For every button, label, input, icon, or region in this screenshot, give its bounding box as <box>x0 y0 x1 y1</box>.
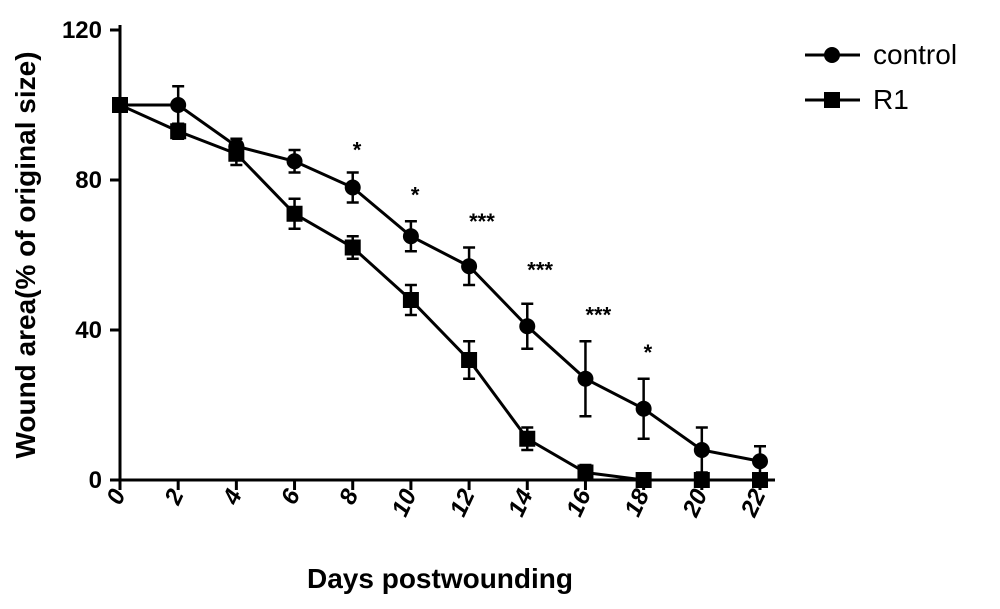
marker-square <box>170 123 186 139</box>
marker-square <box>228 146 244 162</box>
wound-area-chart: 0 40 80 120 0 2 4 6 8 10 12 14 16 18 20 22 Wound area(% … <box>0 0 1000 609</box>
marker-circle <box>519 318 535 334</box>
x-tick-label: 16 <box>561 485 597 521</box>
marker-circle <box>345 180 361 196</box>
marker-square <box>636 472 652 488</box>
legend-label: control <box>873 39 957 70</box>
x-tick-label: 18 <box>619 485 655 521</box>
x-tick-label: 10 <box>387 485 423 521</box>
marker-circle <box>694 442 710 458</box>
x-tick-label: 0 <box>101 485 131 509</box>
significance-label: *** <box>469 209 495 234</box>
marker-square <box>112 97 128 113</box>
x-axis-title: Days postwounding <box>307 563 573 594</box>
marker-circle <box>170 97 186 113</box>
legend-marker-square <box>824 92 840 108</box>
marker-circle <box>287 153 303 169</box>
x-tick-label: 20 <box>677 485 713 522</box>
y-tick-label: 40 <box>75 317 102 344</box>
marker-square <box>577 465 593 481</box>
marker-square <box>519 431 535 447</box>
legend: control R1 <box>805 39 957 115</box>
x-tick-label: 14 <box>503 485 539 521</box>
marker-circle <box>752 453 768 469</box>
significance-label: * <box>353 138 362 163</box>
legend-marker-circle <box>824 47 840 63</box>
y-tick-label: 0 <box>89 467 102 494</box>
significance-label: * <box>411 183 420 208</box>
x-tick-label: 6 <box>276 485 306 509</box>
y-tick-label: 80 <box>75 167 102 194</box>
significance-label: *** <box>585 303 611 328</box>
marker-square <box>461 352 477 368</box>
significance-label: *** <box>527 258 553 283</box>
x-tick-label: 4 <box>217 485 248 509</box>
marker-circle <box>403 228 419 244</box>
marker-circle <box>636 401 652 417</box>
y-axis-title: Wound area(% of original size) <box>10 51 41 458</box>
x-tick-label: 12 <box>445 485 481 521</box>
marker-square <box>752 472 768 488</box>
marker-circle <box>577 371 593 387</box>
y-tick-label: 120 <box>62 17 102 44</box>
marker-square <box>345 240 361 256</box>
x-tick-label: 22 <box>735 485 771 522</box>
legend-label: R1 <box>873 84 909 115</box>
series-line-control <box>120 105 760 461</box>
chart-container: 0 40 80 120 0 2 4 6 8 10 12 14 16 18 20 22 Wound area(% … <box>0 0 1000 609</box>
marker-square <box>287 206 303 222</box>
marker-circle <box>461 258 477 274</box>
marker-square <box>403 292 419 308</box>
significance-label: * <box>644 340 653 365</box>
x-tick-label: 8 <box>334 485 364 509</box>
marker-square <box>694 472 710 488</box>
x-tick-label: 2 <box>159 485 190 510</box>
